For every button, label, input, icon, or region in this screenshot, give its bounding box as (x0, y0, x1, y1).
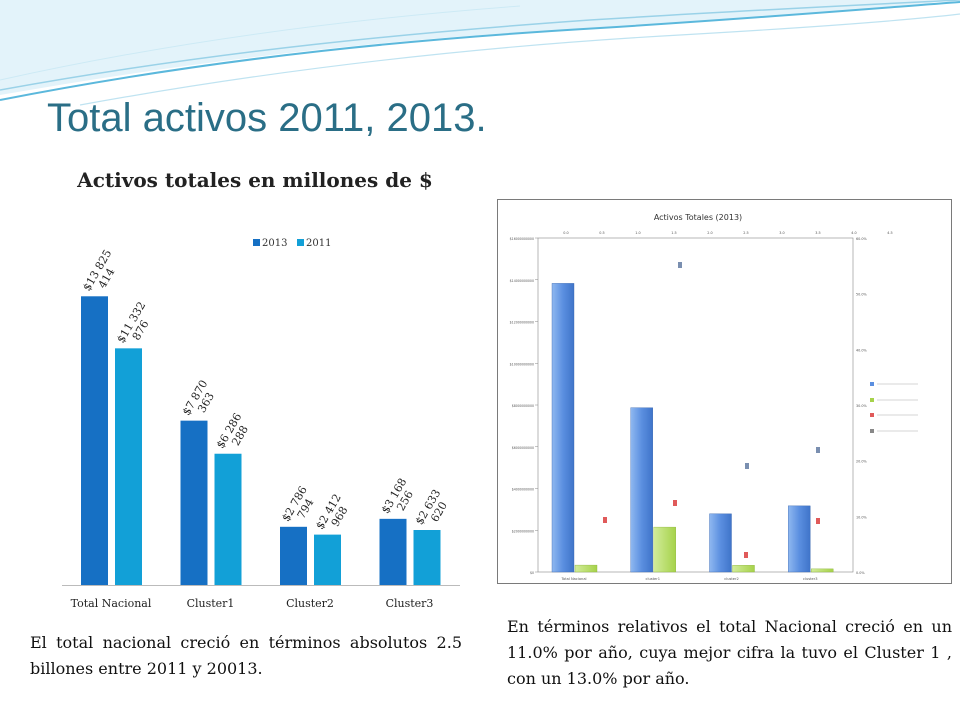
thumb-top-tick-3: 1.5 (671, 231, 676, 235)
thumb-right-tick-5: 50.0% (856, 293, 868, 297)
thumb-top-tick-0: 0.0 (563, 231, 568, 235)
thumb-top-tick-7: 3.5 (815, 231, 820, 235)
wave-stroke-3 (79, 13, 960, 106)
thumb-marker-6 (816, 447, 820, 453)
thumb-x-tick-3: cluster3 (803, 577, 818, 581)
thumb-y-tick-6: $12000000000 (510, 321, 534, 325)
bar-2013-1 (180, 420, 208, 585)
thumb-right-tick-3: 30.0% (856, 404, 868, 408)
bar-2011-2 (314, 534, 341, 585)
thumb-legend-swatch-1 (870, 398, 874, 402)
thumb-right-tick-1: 10.0% (856, 515, 868, 519)
bar-2013-3 (379, 518, 407, 585)
thumb-top-tick-6: 3.0 (779, 231, 784, 235)
thumb-bar-1-0 (574, 564, 598, 573)
decorative-wave-banner (0, 0, 960, 106)
data-label-2013-1: $7 870363 (180, 378, 221, 424)
thumb-y-tick-2: $4000000000 (512, 488, 534, 492)
thumb-marker-2 (744, 552, 748, 558)
bar-2013-2 (280, 526, 307, 585)
thumb-x-tick-2: cluster2 (724, 577, 739, 581)
thumb-bar-1-3 (811, 568, 834, 573)
thumb-title: Activos Totales (2013) (654, 213, 742, 222)
x-tick-label-3: Cluster3 (386, 597, 434, 610)
chart-thumbnail: Activos Totales (2013) $0 $2000000000 $4000… (497, 199, 952, 584)
thumb-right-tick-0: 0.0% (856, 571, 865, 575)
thumb-x-tick-0: Total Nacional (560, 577, 586, 581)
data-label-2013-0: $13 825414 (80, 247, 124, 299)
thumb-bar-0-1 (630, 407, 653, 573)
chart-legend: 2013 2011 (253, 238, 331, 249)
thumb-y-tick-7: $14000000000 (510, 279, 534, 283)
thumb-bar-0-2 (709, 513, 732, 573)
data-label-2011-0: $11 332876 (114, 299, 158, 351)
thumb-y-tick-4: $8000000000 (512, 404, 534, 408)
thumb-y-tick-5: $10000000000 (510, 362, 534, 366)
x-tick-label-2: Cluster2 (286, 597, 334, 610)
thumb-right-tick-2: 20.0% (856, 460, 868, 464)
thumb-marker-0 (603, 517, 607, 523)
thumb-top-tick-9: 4.5 (887, 231, 892, 235)
note-absolute-growth: El total nacional creció en términos abs… (30, 633, 462, 678)
thumb-marker-3 (816, 518, 820, 524)
thumb-y-tick-8: $16000000000 (510, 237, 534, 241)
bar-2011-1 (214, 453, 242, 585)
legend-swatch-2013 (253, 239, 260, 246)
thumb-bar-0-0 (551, 283, 575, 573)
thumb-legend-swatch-3 (870, 429, 874, 433)
wave-stroke-1 (0, 1, 960, 101)
thumb-marker-4 (678, 262, 682, 268)
thumb-bar-1-1 (653, 526, 676, 573)
bar-2011-3 (413, 530, 441, 585)
legend-label-2011: 2011 (306, 238, 331, 249)
thumb-top-tick-8: 4.0 (851, 231, 856, 235)
x-tick-label-1: Cluster1 (187, 597, 235, 610)
bar-2013-0 (81, 296, 108, 585)
slide-title: Total activos 2011, 2013. (47, 96, 487, 140)
thumb-bar-1-2 (732, 565, 755, 573)
thumb-y-tick-1: $2000000000 (512, 529, 534, 533)
thumb-top-tick-2: 1.0 (635, 231, 640, 235)
wave-stroke-4 (0, 5, 521, 81)
thumb-right-tick-4: 40.0% (856, 348, 868, 352)
thumb-top-tick-1: 0.5 (599, 231, 604, 235)
thumb-right-tick-6: 60.0% (856, 237, 868, 241)
thumb-y-tick-3: $6000000000 (512, 446, 534, 450)
thumb-legend-swatch-0 (870, 382, 874, 386)
bar-2011-0 (115, 348, 142, 585)
x-tick-label-0: Total Nacional (71, 597, 152, 610)
legend-label-2013: 2013 (262, 238, 287, 249)
data-label-2011-1: $6 286288 (214, 411, 255, 457)
thumb-x-tick-1: cluster1 (645, 577, 660, 581)
data-label-2013-3: $3 168256 (379, 476, 420, 522)
thumb-marker-5 (745, 463, 749, 469)
thumb-y-tick-0: $0 (530, 571, 534, 575)
main-bar-chart: 2013 2011 $13 825414$11 332876 Total Nacion… (62, 238, 460, 610)
thumb-legend-swatch-2 (870, 413, 874, 417)
wave-stroke-2 (0, 0, 960, 91)
thumb-top-tick-5: 2.5 (743, 231, 748, 235)
legend-swatch-2011 (297, 239, 304, 246)
data-label-2011-2: $2 412968 (313, 492, 354, 538)
chart-title: Activos totales en millones de $ (77, 168, 433, 192)
thumb-marker-1 (673, 500, 677, 506)
thumbnail-bar-chart: Activos Totales (2013) $0 $2000000000 $4000… (510, 213, 918, 581)
data-label-2011-3: $2 633620 (413, 487, 454, 533)
note-relative-growth: En términos relativos el total Nacional … (507, 617, 952, 688)
thumb-top-tick-4: 2.0 (707, 231, 712, 235)
thumb-bar-0-3 (788, 505, 811, 573)
